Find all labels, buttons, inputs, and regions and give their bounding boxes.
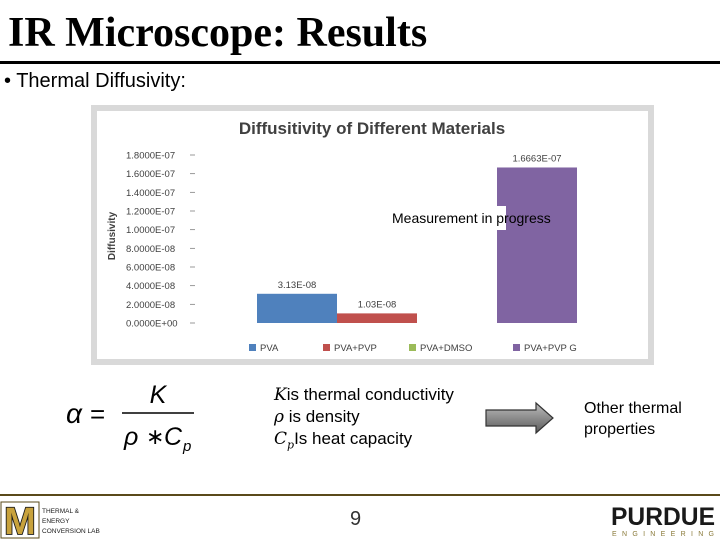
y-tick-label: 8.0000E-08 bbox=[126, 244, 175, 255]
formula-definitions: Kis thermal conductivity ρ is density Cp… bbox=[274, 384, 454, 455]
data-label: 1.03E-08 bbox=[358, 299, 397, 310]
other-properties-text: Other thermal properties bbox=[584, 400, 682, 438]
y-tick-label: 1.0000E-07 bbox=[126, 225, 175, 236]
legend-swatch bbox=[323, 344, 330, 351]
y-tick-label: 4.0000E-08 bbox=[126, 281, 175, 292]
formula-equals: = bbox=[90, 399, 105, 429]
y-tick-label: 1.4000E-07 bbox=[126, 188, 175, 199]
y-axis-label: Diffusivity bbox=[107, 211, 118, 260]
formula-rho: ρ bbox=[123, 423, 138, 451]
page-title: IR Microscope: Results bbox=[8, 10, 428, 56]
y-tick-label: 0.0000E+00 bbox=[126, 319, 178, 330]
legend: PVA PVA+PVP PVA+DMSO PVA+PVP G bbox=[249, 343, 577, 354]
footer-divider bbox=[0, 494, 720, 496]
legend-label: PVA+PVP G bbox=[524, 343, 577, 354]
diffusivity-bar-chart: Diffusitivity of Different Materials Dif… bbox=[107, 119, 577, 354]
bullet-marker: • bbox=[4, 70, 12, 92]
data-label: 3.13E-08 bbox=[278, 280, 317, 291]
data-labels: 3.13E-08 1.03E-08 1.6663E-07 bbox=[278, 153, 562, 310]
legend-swatch bbox=[409, 344, 416, 351]
legend-swatch bbox=[513, 344, 520, 351]
legend-label: PVA+DMSO bbox=[420, 343, 472, 354]
energy-lab-logo: M THERMAL & ENERGY CONVERSION LAB bbox=[0, 500, 100, 540]
formula-c: C bbox=[164, 423, 183, 451]
formula-times: ∗ bbox=[146, 424, 164, 449]
bullet-thermal-diffusivity: • Thermal Diffusivity: bbox=[4, 68, 186, 94]
y-tick-label: 1.8000E-07 bbox=[126, 151, 175, 162]
definition-heat-capacity: CpIs heat capacity bbox=[274, 429, 413, 452]
y-tick-label: 6.0000E-08 bbox=[126, 263, 175, 274]
legend-label: PVA bbox=[260, 343, 279, 354]
engineering-wordmark: ENGINEERING bbox=[612, 531, 714, 538]
y-tick-label: 1.6000E-07 bbox=[126, 169, 175, 180]
bullet-text: Thermal Diffusivity: bbox=[16, 70, 186, 92]
bars bbox=[257, 167, 577, 323]
bar-0 bbox=[257, 293, 337, 323]
definition-conductivity: Kis thermal conductivity bbox=[274, 385, 454, 405]
lab-logo-line-3: CONVERSION LAB bbox=[42, 528, 100, 535]
lab-logo-line-2: ENERGY bbox=[42, 518, 70, 525]
legend-swatch bbox=[249, 344, 256, 351]
chart-title: Diffusitivity of Different Materials bbox=[239, 119, 505, 138]
bar-3 bbox=[497, 167, 577, 323]
definition-density: ρ is density bbox=[274, 407, 360, 427]
legend-label: PVA+PVP bbox=[334, 343, 377, 354]
bar-1 bbox=[337, 313, 417, 323]
chart-panel: Diffusitivity of Different Materials Dif… bbox=[97, 111, 648, 359]
page-number: 9 bbox=[350, 508, 362, 530]
y-tick-label: 2.0000E-08 bbox=[126, 300, 175, 311]
lab-logo-mark: M bbox=[4, 501, 36, 540]
formula-alpha: α bbox=[66, 398, 83, 429]
title-divider bbox=[0, 61, 720, 64]
measurement-note: Measurement in progress bbox=[388, 206, 551, 230]
purdue-wordmark: PURDUE bbox=[611, 503, 715, 531]
formula-subscript-p: p bbox=[182, 438, 191, 455]
diffusivity-formula: α = K ρ ∗ C p bbox=[66, 381, 194, 455]
y-tick-label: 1.2000E-07 bbox=[126, 207, 175, 218]
right-arrow-icon bbox=[485, 401, 554, 435]
formula-numerator: K bbox=[150, 381, 168, 409]
purdue-engineering-logo: PURDUE ENGINEERING bbox=[611, 503, 715, 538]
data-label: 1.6663E-07 bbox=[512, 153, 561, 164]
lab-logo-line-1: THERMAL & bbox=[42, 508, 80, 515]
y-axis-ticks: 1.8000E-07 1.6000E-07 1.4000E-07 1.2000E-07… bbox=[126, 151, 195, 330]
